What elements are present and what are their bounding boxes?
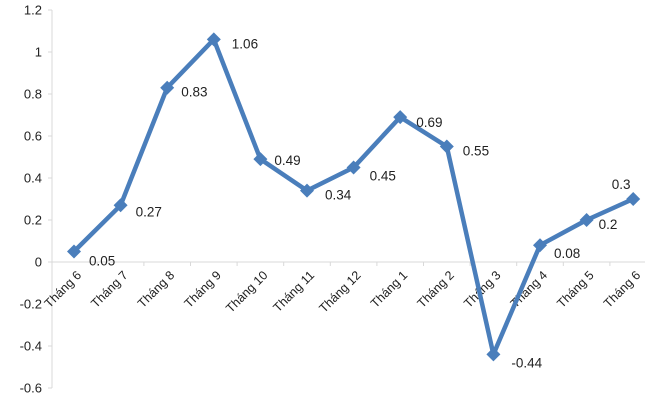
series-markers: [67, 32, 641, 362]
data-label: 0.34: [325, 188, 352, 203]
data-labels: 0.05 0.27 0.83 1.06 0.49 0.34 0.45 0.69 0.55 -0.4…: [89, 36, 631, 370]
series-line: [71, 37, 636, 357]
y-tick-label: -0.6: [20, 381, 42, 396]
x-axis-ticks: [96, 262, 611, 266]
data-point: [253, 152, 268, 167]
data-point: [486, 347, 501, 362]
data-point: [206, 32, 221, 47]
y-axis: 1.2 1 0.8 0.6 0.4 0.2 0 -0.2 -0.4 -0.6: [20, 3, 52, 396]
data-point: [67, 244, 81, 259]
x-tick-label: Tháng 10: [223, 268, 270, 315]
x-tick-label: Tháng 12: [316, 268, 363, 315]
data-point: [393, 110, 408, 125]
x-tick-label: Tháng 11: [271, 268, 318, 315]
data-point: [579, 213, 594, 227]
y-tick-label: 1.2: [24, 3, 42, 18]
y-tick-label: 0.8: [24, 87, 42, 102]
y-tick-label: -0.4: [20, 339, 42, 354]
data-point: [439, 139, 454, 154]
data-label: 0.45: [370, 169, 396, 184]
data-label: 0.69: [416, 115, 442, 130]
y-tick-label: -0.2: [20, 297, 42, 312]
data-label: 0.49: [274, 153, 300, 168]
data-label: 0.83: [181, 85, 207, 100]
data-label: 0.55: [463, 144, 489, 159]
data-point: [113, 198, 128, 213]
data-point: [160, 80, 175, 95]
data-point: [346, 160, 361, 175]
y-tick-label: 0: [35, 255, 42, 270]
x-tick-label: Tháng 2: [415, 268, 457, 310]
x-tick-label: Tháng 9: [182, 268, 224, 310]
x-tick-label: Tháng 7: [88, 268, 130, 310]
data-label: 0.27: [136, 204, 162, 219]
data-point: [626, 192, 641, 206]
data-label: -0.44: [511, 355, 542, 370]
data-label: 0.3: [612, 177, 631, 192]
y-tick-label: 0.6: [24, 129, 42, 144]
x-axis: Tháng 6 Tháng 7 Tháng 8 Tháng 9 Tháng 10 Thán…: [42, 268, 644, 315]
y-tick-label: 1: [35, 45, 42, 60]
y-tick-label: 0.2: [24, 213, 42, 228]
x-tick-label: Tháng 6: [42, 268, 84, 310]
data-label: 0.2: [599, 217, 618, 232]
x-tick-label: Tháng 8: [135, 268, 177, 310]
data-point: [300, 183, 314, 198]
y-tick-label: 0.4: [24, 171, 42, 186]
x-tick-label: Tháng 6: [601, 268, 643, 310]
data-label: 0.08: [554, 246, 580, 261]
data-label: 1.06: [232, 36, 258, 51]
data-point: [533, 238, 547, 253]
x-tick-label: Tháng 5: [554, 268, 596, 310]
data-label: 0.05: [89, 254, 115, 269]
x-tick-label: Tháng 1: [368, 268, 410, 310]
